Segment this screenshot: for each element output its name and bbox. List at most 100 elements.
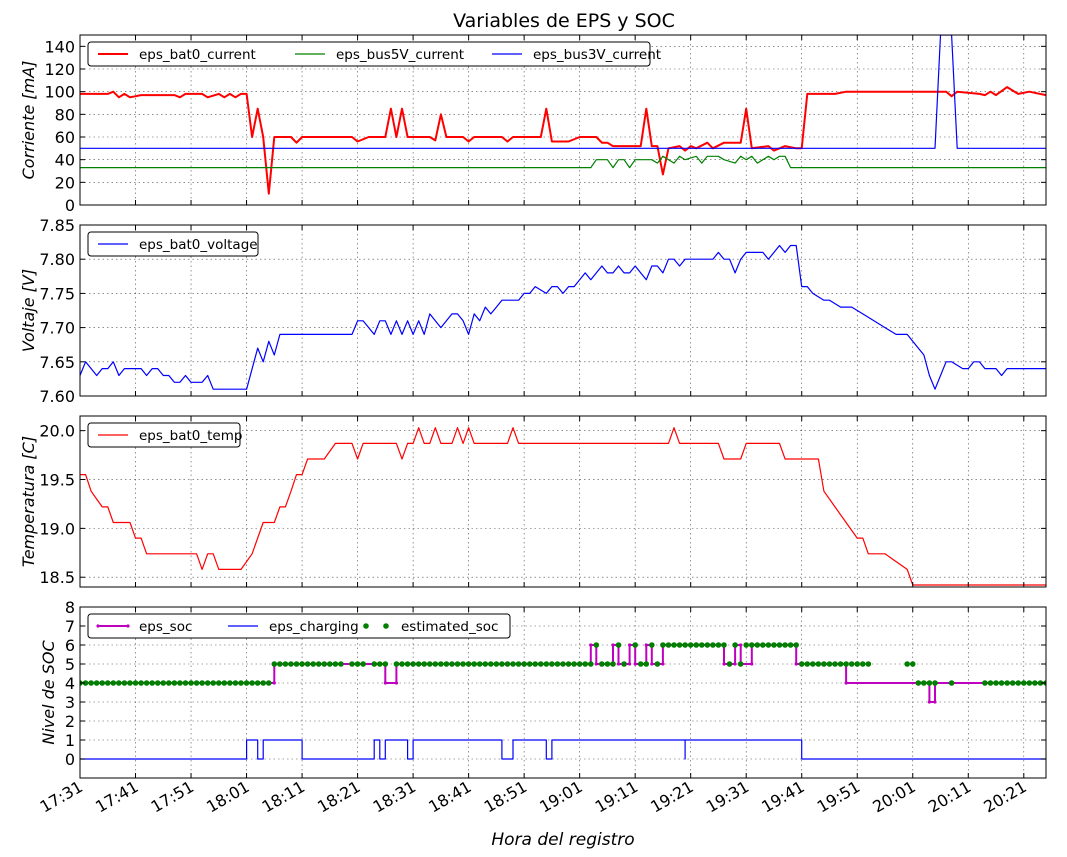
marker-eps_soc [794, 662, 798, 666]
point-estimated_soc [698, 642, 705, 648]
point-estimated_soc [560, 661, 566, 667]
point-estimated_soc [826, 661, 833, 667]
point-estimated_soc [188, 680, 194, 686]
point-estimated_soc [160, 680, 167, 686]
marker-eps_soc [628, 662, 632, 666]
legend-label: eps_bat0_voltage [139, 237, 258, 253]
point-estimated_soc [549, 661, 555, 667]
point-estimated_soc [660, 642, 666, 648]
legend: eps_bat0_current eps_bus5V_current eps_bus… [87, 41, 661, 67]
point-estimated_soc [499, 661, 505, 667]
point-estimated_soc [488, 661, 494, 667]
point-estimated_soc [460, 661, 466, 667]
marker-eps_soc [661, 662, 665, 666]
point-estimated_soc [593, 642, 600, 648]
y-tick-label: 7.60 [39, 387, 75, 406]
point-estimated_soc [926, 680, 933, 686]
point-estimated_soc [776, 642, 783, 648]
point-estimated_soc [232, 680, 239, 686]
point-estimated_soc [576, 661, 583, 667]
marker-eps_soc [844, 681, 848, 685]
legend: eps_bat0_temp [87, 422, 242, 448]
point-estimated_soc [332, 661, 339, 667]
point-estimated_soc [621, 661, 627, 667]
point-estimated_soc [438, 661, 444, 667]
point-estimated_soc [676, 642, 683, 648]
point-estimated_soc [704, 642, 711, 648]
point-estimated_soc [737, 661, 744, 667]
point-estimated_soc [843, 661, 849, 667]
point-estimated_soc [299, 661, 305, 667]
point-estimated_soc [837, 661, 844, 667]
point-estimated_soc [143, 680, 150, 686]
point-estimated_soc [249, 680, 255, 686]
marker-eps_soc [611, 643, 615, 647]
point-estimated_soc [504, 661, 511, 667]
point-estimated_soc [687, 642, 694, 648]
y-axis-label: Voltaje [V] [19, 269, 38, 352]
point-estimated_soc [854, 661, 861, 667]
point-estimated_soc [821, 661, 827, 667]
line-eps_bus3V_current [80, 35, 1046, 149]
point-estimated_soc [682, 642, 688, 648]
point-estimated_soc [199, 680, 205, 686]
point-estimated_soc [693, 642, 700, 648]
point-estimated_soc [765, 642, 772, 648]
marker-eps_soc [394, 681, 399, 685]
point-estimated_soc [671, 642, 677, 648]
legend-frame [87, 41, 651, 67]
marker-eps_soc [750, 662, 754, 666]
point-estimated_soc [815, 661, 822, 667]
point-estimated_soc [404, 661, 411, 667]
point-estimated_soc [493, 661, 500, 667]
point-estimated_soc [360, 661, 366, 667]
y-tick-label: 7.70 [39, 319, 75, 338]
point-estimated_soc [376, 661, 383, 667]
point-estimated_soc [1015, 680, 1022, 686]
y-tick-label: 1 [65, 731, 75, 750]
point-estimated_soc [432, 661, 439, 667]
point-estimated_soc [515, 661, 522, 667]
y-tick-label: 20 [55, 173, 75, 192]
marker-eps_soc [383, 681, 387, 685]
marker-eps_soc [628, 643, 632, 647]
marker-eps_soc [733, 662, 737, 666]
point-estimated_soc [304, 661, 311, 667]
point-estimated_soc [204, 680, 211, 686]
point-estimated_soc [327, 661, 333, 667]
point-estimated_soc [1004, 680, 1010, 686]
point-estimated_soc [121, 680, 128, 686]
point-estimated_soc [193, 680, 200, 686]
point-estimated_soc [710, 642, 716, 648]
legend-label: eps_bat0_current [139, 47, 256, 63]
point-estimated_soc [476, 661, 483, 667]
y-axis-label: Temperatura [C] [19, 436, 38, 567]
marker-eps_soc [650, 662, 654, 666]
point-estimated_soc [260, 680, 267, 686]
point-estimated_soc [643, 661, 650, 667]
legend-frame [87, 422, 241, 448]
point-estimated_soc [393, 661, 400, 667]
point-estimated_soc [99, 680, 106, 686]
marker-eps_soc [644, 643, 648, 647]
point-estimated_soc [1032, 680, 1038, 686]
panel-2: 7.60 7.65 7.70 7.75 7.80 7.85 Voltaje [V] eps_b… [19, 216, 1047, 406]
y-tick-label: 6 [65, 636, 75, 655]
legend-label: eps_charging [269, 619, 359, 635]
y-tick-label: 100 [44, 83, 75, 102]
series-group [80, 244, 1046, 390]
point-estimated_soc [171, 680, 178, 686]
y-tick-label: 18.5 [39, 568, 75, 587]
y-tick-label: 19.5 [39, 471, 75, 490]
y-tick-label: 5 [65, 655, 75, 674]
point-estimated_soc [293, 661, 300, 667]
point-estimated_soc [748, 642, 755, 648]
point-estimated_soc [1037, 680, 1044, 686]
legend-marker [96, 624, 100, 628]
point-estimated_soc [904, 661, 911, 667]
point-estimated_soc [715, 642, 722, 648]
point-estimated_soc [637, 661, 644, 667]
point-estimated_soc [210, 680, 217, 686]
legend-frame [87, 613, 511, 639]
point-estimated_soc [604, 661, 611, 667]
